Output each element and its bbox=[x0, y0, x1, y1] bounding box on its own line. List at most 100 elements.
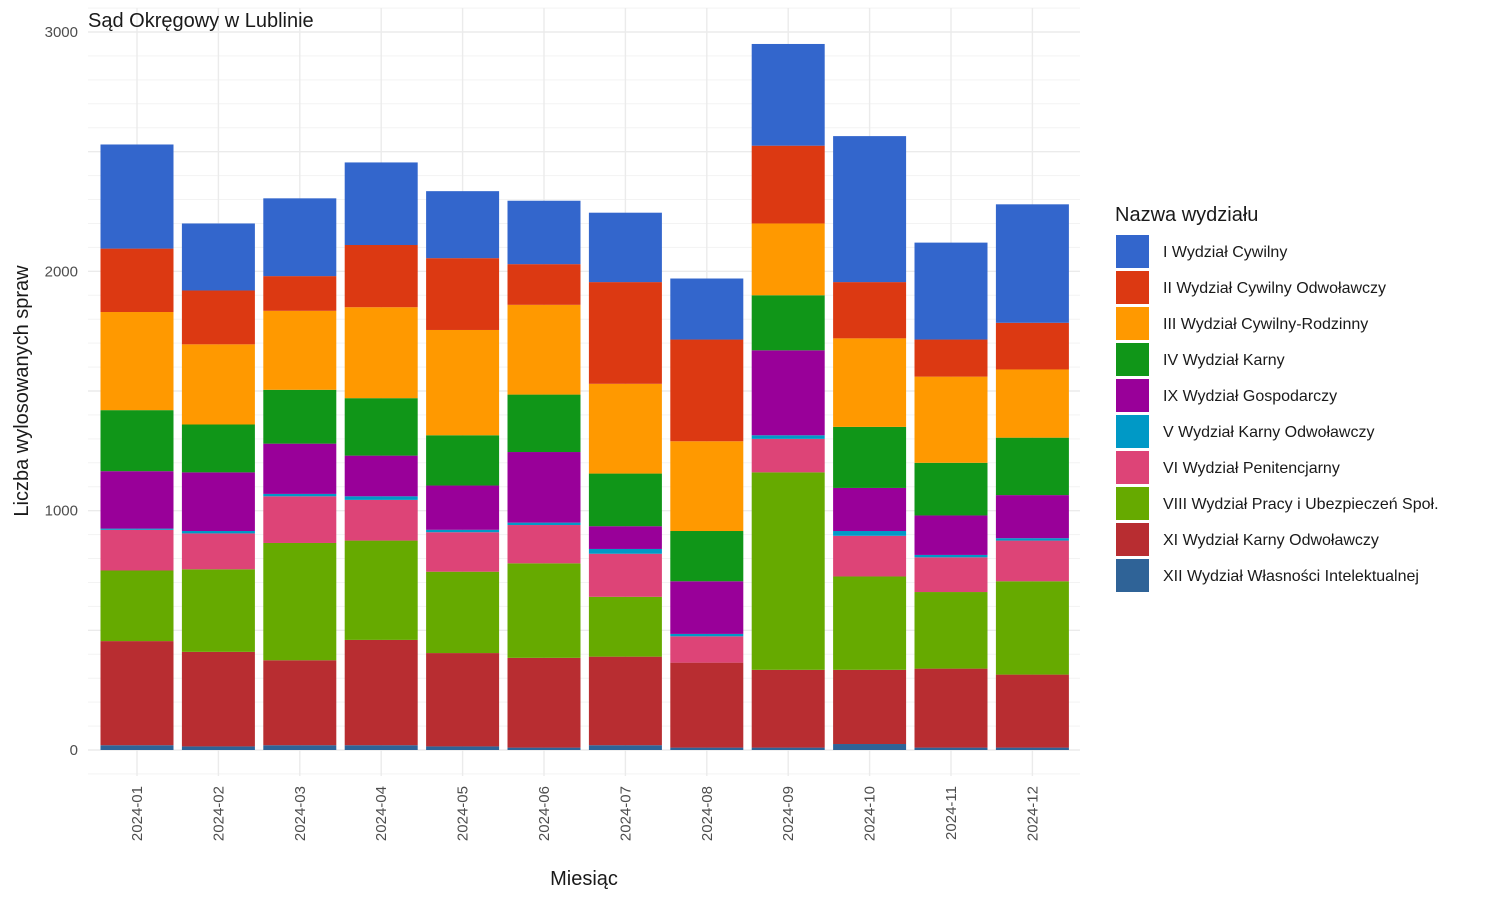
bar-segment bbox=[426, 653, 500, 747]
bar-segment bbox=[426, 485, 500, 530]
y-axis-title: Liczba wylosowanych spraw bbox=[11, 265, 33, 517]
legend-swatch bbox=[1116, 451, 1149, 484]
bar-segment bbox=[995, 674, 1069, 748]
bar-segment bbox=[100, 410, 174, 472]
y-axis-ticks: 0 1000 2000 3000 bbox=[45, 24, 78, 759]
bar-segment bbox=[181, 290, 255, 345]
bar-segment bbox=[263, 745, 337, 750]
bar-segment bbox=[833, 531, 907, 536]
bar-segment bbox=[833, 487, 907, 532]
x-tick-label: 2024-07 bbox=[617, 786, 634, 841]
y-tick-label: 2000 bbox=[45, 263, 78, 280]
bar-segment bbox=[263, 389, 337, 444]
legend-swatch bbox=[1116, 379, 1149, 412]
x-tick-label: 2024-08 bbox=[699, 786, 716, 841]
legend-label: XII Wydział Własności Intelektualnej bbox=[1163, 568, 1419, 585]
bar-segment bbox=[670, 636, 744, 663]
bar-segment bbox=[670, 441, 744, 532]
legend-swatch bbox=[1116, 343, 1149, 376]
bar-segment bbox=[426, 571, 500, 654]
bar-segment bbox=[344, 162, 418, 246]
bar-segment bbox=[507, 563, 581, 658]
legend-title: Nazwa wydziału bbox=[1115, 204, 1258, 226]
bar-segment bbox=[751, 435, 825, 439]
legend-label: I Wydział Cywilny bbox=[1163, 244, 1287, 261]
bar-segment bbox=[100, 312, 174, 411]
bar-segment bbox=[100, 745, 174, 750]
bar-segment bbox=[995, 204, 1069, 323]
x-axis-title: Miesiąc bbox=[550, 868, 618, 890]
bar-segment bbox=[670, 339, 744, 442]
bar-segment bbox=[833, 426, 907, 488]
bar-segment bbox=[833, 744, 907, 750]
x-tick-label: 2024-04 bbox=[373, 786, 390, 841]
bar-segment bbox=[670, 531, 744, 582]
bar-segment bbox=[833, 282, 907, 339]
bar-segment bbox=[100, 570, 174, 642]
bar-segment bbox=[995, 538, 1069, 541]
bar-segment bbox=[588, 548, 662, 554]
bar-segment bbox=[751, 223, 825, 296]
y-tick-label: 1000 bbox=[45, 503, 78, 520]
bar-segment bbox=[507, 522, 581, 526]
bar-segment bbox=[833, 136, 907, 283]
legend-label: XI Wydział Karny Odwoławczy bbox=[1163, 532, 1379, 549]
legend-label: IX Wydział Gospodarczy bbox=[1163, 388, 1337, 405]
bar-segment bbox=[751, 43, 825, 146]
x-tick-label: 2024-03 bbox=[292, 786, 309, 841]
bar-segment bbox=[588, 596, 662, 657]
bar-segment bbox=[914, 557, 988, 593]
bar-segment bbox=[670, 633, 744, 637]
bar-segment bbox=[588, 745, 662, 750]
bar-segment bbox=[507, 304, 581, 395]
bar-segment bbox=[100, 471, 174, 529]
bar-segment bbox=[100, 144, 174, 249]
bar-segment bbox=[181, 424, 255, 473]
legend-label: VIII Wydział Pracy i Ubezpieczeń Społ. bbox=[1163, 496, 1439, 513]
x-tick-label: 2024-10 bbox=[862, 786, 879, 841]
legend-label: VI Wydział Penitencjarny bbox=[1163, 460, 1340, 477]
bar-segment bbox=[914, 462, 988, 516]
legend-swatch bbox=[1116, 307, 1149, 340]
bar-segment bbox=[670, 747, 744, 750]
bar-segment bbox=[751, 295, 825, 351]
legend-swatch bbox=[1116, 235, 1149, 268]
bar-segment bbox=[995, 540, 1069, 582]
bar-segment bbox=[344, 639, 418, 746]
bar-segment bbox=[263, 496, 337, 543]
bar-segment bbox=[263, 542, 337, 661]
bar-segment bbox=[914, 515, 988, 555]
bar-segment bbox=[344, 745, 418, 750]
x-axis-ticks: 2024-01 2024-02 2024-03 2024-04 2024-05 2024-… bbox=[129, 786, 1041, 841]
legend-swatch bbox=[1116, 523, 1149, 556]
legend-label: II Wydział Cywilny Odwoławczy bbox=[1163, 280, 1386, 297]
bar-segment bbox=[344, 540, 418, 640]
bar-segment bbox=[833, 669, 907, 745]
bar-segment bbox=[100, 248, 174, 313]
bar-segment bbox=[670, 581, 744, 634]
bar-segment bbox=[751, 438, 825, 473]
bar-segment bbox=[507, 525, 581, 564]
bar-segment bbox=[751, 472, 825, 670]
bar-segment bbox=[507, 452, 581, 523]
bars bbox=[100, 43, 1069, 750]
legend-label: III Wydział Cywilny-Rodzinny bbox=[1163, 316, 1368, 333]
bar-segment bbox=[181, 569, 255, 652]
bar-segment bbox=[100, 528, 174, 530]
bar-segment bbox=[426, 329, 500, 436]
bar-segment bbox=[588, 212, 662, 283]
bar-segment bbox=[995, 437, 1069, 496]
bar-segment bbox=[914, 242, 988, 340]
bar-segment bbox=[100, 529, 174, 571]
legend-label: IV Wydział Karny bbox=[1163, 352, 1285, 369]
bar-segment bbox=[670, 278, 744, 340]
bar-segment bbox=[181, 746, 255, 750]
bar-segment bbox=[263, 443, 337, 494]
bar-segment bbox=[914, 554, 988, 558]
bar-segment bbox=[344, 398, 418, 456]
bar-segment bbox=[914, 376, 988, 463]
bar-segment bbox=[833, 338, 907, 427]
bar-segment bbox=[995, 369, 1069, 438]
bar-segment bbox=[588, 553, 662, 597]
